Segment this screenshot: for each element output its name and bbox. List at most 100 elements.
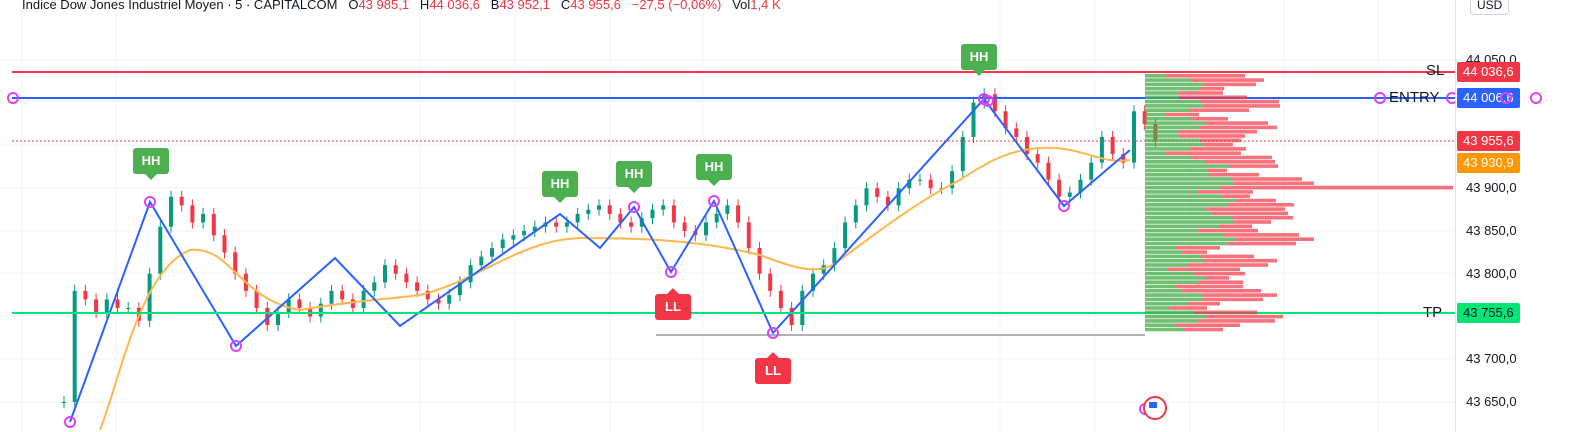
symbol-legend: Indice Dow Jones Industriel Moyen · 5 · …	[22, 0, 781, 12]
pivot-hh-label: HH	[961, 44, 997, 76]
pivot-hh-label: HH	[542, 171, 578, 203]
volume-profile-bar	[1145, 233, 1223, 237]
volume-profile-bar	[1190, 108, 1249, 112]
volume-profile-bar	[1145, 293, 1201, 297]
symbol-name: Indice Dow Jones Industriel Moyen · 5 · …	[22, 0, 338, 12]
us-flag-icon	[1149, 402, 1157, 408]
volume-profile-bar	[1145, 177, 1231, 181]
volume-profile-bar	[1182, 250, 1207, 254]
candle-body	[586, 209, 591, 214]
candle-body	[318, 303, 323, 317]
volume-profile-bar	[1201, 293, 1277, 297]
candle-body	[169, 196, 173, 227]
volume-profile-bar	[1206, 207, 1285, 211]
candle-body	[832, 248, 837, 266]
candle-body	[286, 299, 291, 313]
pivot-marker-icon	[7, 92, 19, 104]
volume-profile-bar	[1175, 284, 1243, 289]
candle-body	[511, 235, 516, 240]
drag-handle-icon[interactable]	[1500, 92, 1512, 104]
volume-profile-bar	[1145, 155, 1192, 160]
candle-body	[350, 299, 355, 308]
candle-body	[265, 307, 270, 326]
candle-body	[340, 290, 345, 300]
pivot-ll-label: LL	[655, 288, 691, 320]
candle-body	[329, 290, 334, 304]
volume-profile-bar	[1165, 74, 1245, 78]
volume-profile-bar	[1222, 194, 1250, 198]
candle-body	[971, 102, 976, 137]
candle-body	[211, 213, 216, 236]
price-tick: 43 650,0	[1466, 394, 1517, 409]
volume-profile-bar	[1204, 82, 1256, 87]
volume-profile-bar	[1145, 151, 1166, 155]
volume-profile-bar	[1188, 263, 1268, 267]
candle-body	[201, 213, 206, 223]
price-chart[interactable]	[0, 0, 1455, 432]
volume-profile-bar	[1228, 241, 1296, 246]
drag-handle-icon[interactable]	[1530, 92, 1542, 104]
low-label: B	[490, 0, 500, 12]
volume-profile-bar	[1234, 220, 1271, 224]
candle-body	[297, 299, 302, 308]
volume-profile-bar	[1145, 74, 1165, 78]
candle-body	[1025, 136, 1029, 155]
volume-profile-bar	[1145, 117, 1191, 121]
volume-profile-bar	[1205, 160, 1275, 164]
candle-body	[939, 188, 944, 190]
candle-body	[62, 402, 66, 403]
volume-profile-bar	[1204, 142, 1233, 147]
pivot-marker-icon	[708, 195, 720, 207]
candle-body	[94, 299, 99, 313]
volume-profile-bar	[1179, 95, 1247, 100]
candle-body	[1142, 111, 1147, 125]
volume-profile-bar	[1145, 99, 1200, 104]
volume-profile-bar	[1145, 254, 1201, 259]
volume-profile-bar	[1145, 108, 1190, 112]
open-label: O	[348, 0, 359, 12]
candle-body	[383, 265, 387, 283]
volume-profile-bar	[1231, 215, 1293, 220]
candle-body	[704, 222, 708, 236]
candle-body	[447, 295, 452, 304]
volume-profile-bar	[1211, 211, 1288, 216]
volume-profile-bar	[1145, 147, 1190, 151]
tp-price-badge: 43 755,6	[1457, 303, 1520, 323]
volume-profile-bar	[1145, 215, 1231, 220]
volume-profile-bar	[1145, 306, 1169, 310]
volume-profile-bar	[1235, 237, 1314, 241]
candle-body	[725, 205, 730, 214]
volume-profile-bar	[1145, 112, 1166, 117]
high-label: H	[419, 0, 430, 12]
entry-handles[interactable]	[1500, 82, 1575, 114]
sl-price-badge: 44 036,6	[1457, 62, 1520, 82]
volume-profile-bar	[1145, 160, 1205, 164]
volume-profile-bar	[1219, 224, 1252, 229]
candle-body	[1035, 154, 1040, 163]
candle-body	[415, 282, 420, 291]
volume-profile-bar	[1229, 164, 1278, 168]
candle-body	[629, 222, 634, 227]
volume-profile-bar	[1145, 95, 1179, 100]
volume-profile-bar	[1166, 151, 1241, 155]
vol-value: 1,4 K	[750, 0, 781, 12]
volume-profile-bar	[1201, 254, 1254, 259]
candle-body	[650, 209, 655, 219]
volume-profile-bar	[1175, 323, 1240, 327]
candle-body	[436, 299, 441, 304]
candle-body	[1110, 136, 1115, 155]
pivot-marker-icon	[665, 266, 677, 278]
low-value: 43 952,1	[499, 0, 551, 12]
candle-body	[564, 222, 569, 227]
candle-body	[554, 222, 559, 227]
candle-body	[1132, 111, 1136, 163]
vol-label: Vol	[732, 0, 751, 12]
candle-body	[1121, 154, 1126, 163]
candle-body	[896, 188, 901, 206]
pivot-marker-icon	[230, 340, 242, 352]
candle-body	[425, 290, 430, 300]
currency-button[interactable]: USD	[1470, 0, 1510, 15]
volume-profile-bar	[1205, 314, 1283, 319]
volume-profile-bar	[1145, 297, 1204, 302]
volume-profile-bar	[1231, 177, 1302, 181]
